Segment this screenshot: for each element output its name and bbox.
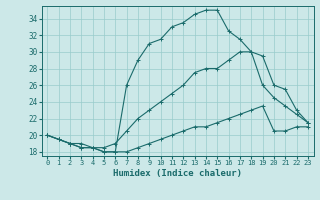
X-axis label: Humidex (Indice chaleur): Humidex (Indice chaleur) [113, 169, 242, 178]
